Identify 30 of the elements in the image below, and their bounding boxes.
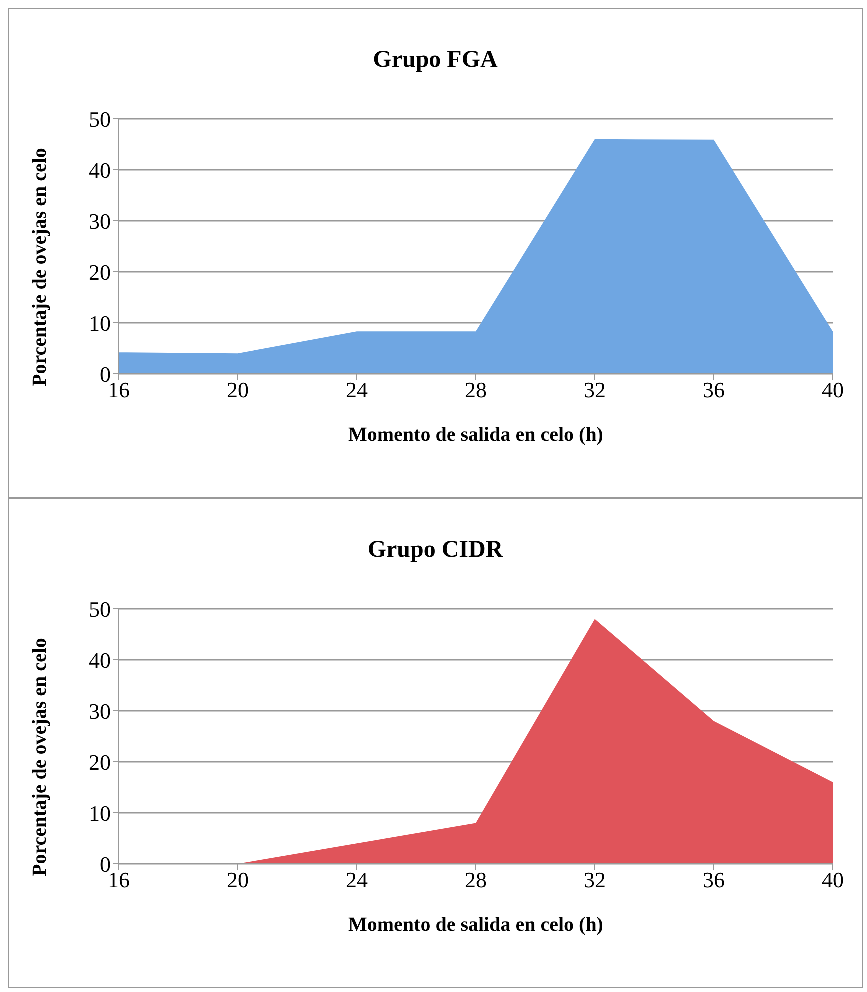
x-tick-label: 40	[822, 868, 844, 893]
x-tick-label: 24	[346, 868, 368, 893]
x-tick-label: 20	[227, 868, 249, 893]
chart-title: Grupo FGA	[372, 47, 499, 74]
y-axis-title: Porcentaje de ovejas en celo	[29, 148, 52, 386]
y-tick-label: 10	[89, 800, 111, 826]
x-tick-label: 32	[584, 868, 606, 893]
chart-title: Grupo CIDR	[366, 537, 504, 564]
x-tick-label: 40	[822, 378, 844, 403]
x-tick-label: 28	[465, 868, 487, 893]
x-axis-title: Momento de salida en celo (h)	[348, 424, 604, 446]
x-tick-label: 20	[227, 378, 249, 403]
x-tick-label: 28	[465, 378, 487, 403]
x-tick-label: 24	[346, 378, 368, 403]
y-tick-label: 40	[89, 648, 111, 673]
x-tick-label: 32	[584, 378, 606, 403]
y-tick-label: 50	[89, 106, 111, 132]
y-tick-label: 50	[89, 596, 111, 622]
y-tick-label: 0	[100, 852, 111, 877]
y-axis-title: Porcentaje de ovejas en celo	[29, 638, 52, 876]
y-tick-label: 30	[89, 698, 111, 724]
x-tick-label: 36	[703, 868, 725, 893]
y-tick-label: 40	[89, 158, 111, 183]
y-tick-label: 0	[100, 362, 111, 387]
y-tick-label: 20	[89, 260, 111, 285]
y-tick-label: 30	[89, 208, 111, 234]
x-axis-title: Momento de salida en celo (h)	[348, 914, 604, 936]
y-tick-label: 10	[89, 310, 111, 336]
y-tick-label: 20	[89, 750, 111, 775]
x-tick-label: 36	[703, 378, 725, 403]
